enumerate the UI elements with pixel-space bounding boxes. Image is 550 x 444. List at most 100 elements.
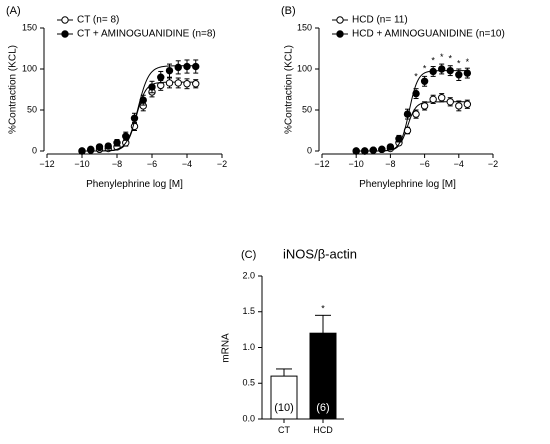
data-point <box>361 147 369 155</box>
series-control <box>352 93 472 155</box>
y-tick-label: 1.5 <box>242 306 255 316</box>
x-tick-label: −6 <box>147 159 157 169</box>
significance-asterisk: * <box>321 303 325 313</box>
data-point <box>429 95 437 104</box>
x-tick-label: −2 <box>217 159 227 169</box>
legend-label: HCD (n= 11) <box>352 15 408 26</box>
legend-label: CT (n= 8) <box>77 15 119 26</box>
fit-curve <box>356 70 468 152</box>
chart-title: iNOS/β-actin <box>283 246 357 261</box>
x-tick-label: −4 <box>182 159 192 169</box>
data-point <box>113 139 121 147</box>
x-tick-label: −12 <box>39 159 54 169</box>
data-point <box>183 80 191 88</box>
data-point <box>165 66 174 75</box>
x-axis-label: Phenylephrine log [M] <box>359 179 456 190</box>
fit-curve <box>82 81 196 152</box>
data-point <box>420 77 429 86</box>
panel-label: (C) <box>241 249 256 261</box>
x-tick-label: −10 <box>74 159 89 169</box>
data-point <box>130 114 139 122</box>
panel-label: (A) <box>6 5 21 17</box>
data-point <box>395 135 403 143</box>
bar-n-label: (6) <box>316 402 329 414</box>
significance-asterisk: * <box>423 63 427 73</box>
data-point <box>95 143 104 151</box>
data-point <box>157 73 165 81</box>
panel-b: (B) −12 −10 −8 −6 −4 −2 0 50 100 150 Phenylephrine … <box>281 5 505 190</box>
x-axis-label: Phenylephrine log [M] <box>86 179 183 190</box>
panel-c: (C) iNOS/β-actin 0.0 0.5 1.0 1.5 2.0 mRNA (10) CT… <box>221 246 357 435</box>
y-tick-label: 150 <box>297 22 312 32</box>
y-tick-label: 50 <box>302 104 312 114</box>
data-point <box>192 80 200 88</box>
data-point <box>369 146 377 154</box>
panel-a: (A) −12 −10 −8 −6 −4 −2 0 50 100 150 Phenylephrine … <box>6 5 227 190</box>
y-axis-label: %Contraction (KCL) <box>284 45 295 134</box>
data-point <box>122 132 130 140</box>
data-point <box>386 143 395 151</box>
significance-asterisk: * <box>440 52 444 62</box>
data-point <box>174 79 182 87</box>
data-point <box>412 89 420 98</box>
x-tick-label: −12 <box>314 159 329 169</box>
y-axis-label: mRNA <box>221 333 232 363</box>
data-point <box>378 145 386 154</box>
data-point <box>438 65 446 73</box>
data-point <box>429 67 437 76</box>
x-tick-label: −2 <box>488 159 498 169</box>
y-tick-label: 0.5 <box>242 378 255 388</box>
significance-asterisk: * <box>457 59 461 69</box>
data-point <box>420 102 429 110</box>
legend-marker <box>336 16 344 24</box>
x-tick-label: −6 <box>419 159 429 169</box>
significance-asterisk: * <box>466 57 470 67</box>
bar-ct <box>270 375 298 420</box>
series-aminoguanidine <box>78 59 200 155</box>
legend-marker <box>336 30 344 38</box>
y-tick-label: 2.0 <box>242 270 255 280</box>
y-tick-label: 150 <box>22 22 37 32</box>
fit-curve <box>356 101 468 152</box>
x-tick-label: −4 <box>454 159 464 169</box>
series-aminoguanidine <box>352 63 472 155</box>
significance-asterisk: * <box>448 54 452 64</box>
legend-marker <box>61 30 69 38</box>
data-point <box>174 63 182 72</box>
data-point <box>192 62 200 71</box>
data-point <box>87 145 95 154</box>
data-point <box>352 147 360 155</box>
bar-n-label: (10) <box>274 402 294 414</box>
data-point <box>455 102 463 110</box>
data-point <box>412 110 420 118</box>
data-point <box>463 100 472 108</box>
data-point <box>438 94 446 102</box>
y-tick-label: 1.0 <box>242 342 255 352</box>
legend-label: HCD + AMINOGUANIDINE (n=10) <box>352 29 505 40</box>
data-point <box>455 71 463 79</box>
legend-label: CT + AMINOGUANIDINE (n=8) <box>77 29 216 40</box>
data-point <box>463 69 472 77</box>
x-tick-label: −10 <box>349 159 364 169</box>
panel-label: (B) <box>281 5 296 17</box>
x-tick-label: HCD <box>313 425 333 435</box>
y-tick-label: 100 <box>297 63 312 73</box>
y-axis-label: %Contraction (KCL) <box>8 45 19 134</box>
significance-asterisk: * <box>414 72 418 82</box>
data-point <box>183 62 191 71</box>
series-control <box>78 77 200 155</box>
x-tick-label: CT <box>278 425 290 435</box>
data-point <box>104 142 112 150</box>
data-point <box>446 66 454 75</box>
x-tick-label: −8 <box>385 159 395 169</box>
data-point <box>148 83 156 91</box>
data-point <box>78 147 86 155</box>
y-tick-label: 100 <box>22 63 37 73</box>
y-tick-label: 50 <box>27 104 37 114</box>
legend-marker <box>61 16 69 24</box>
data-point <box>165 79 174 87</box>
y-tick-label: 0.0 <box>242 413 255 423</box>
x-tick-label: −8 <box>112 159 122 169</box>
y-tick-label: 0 <box>307 145 312 155</box>
